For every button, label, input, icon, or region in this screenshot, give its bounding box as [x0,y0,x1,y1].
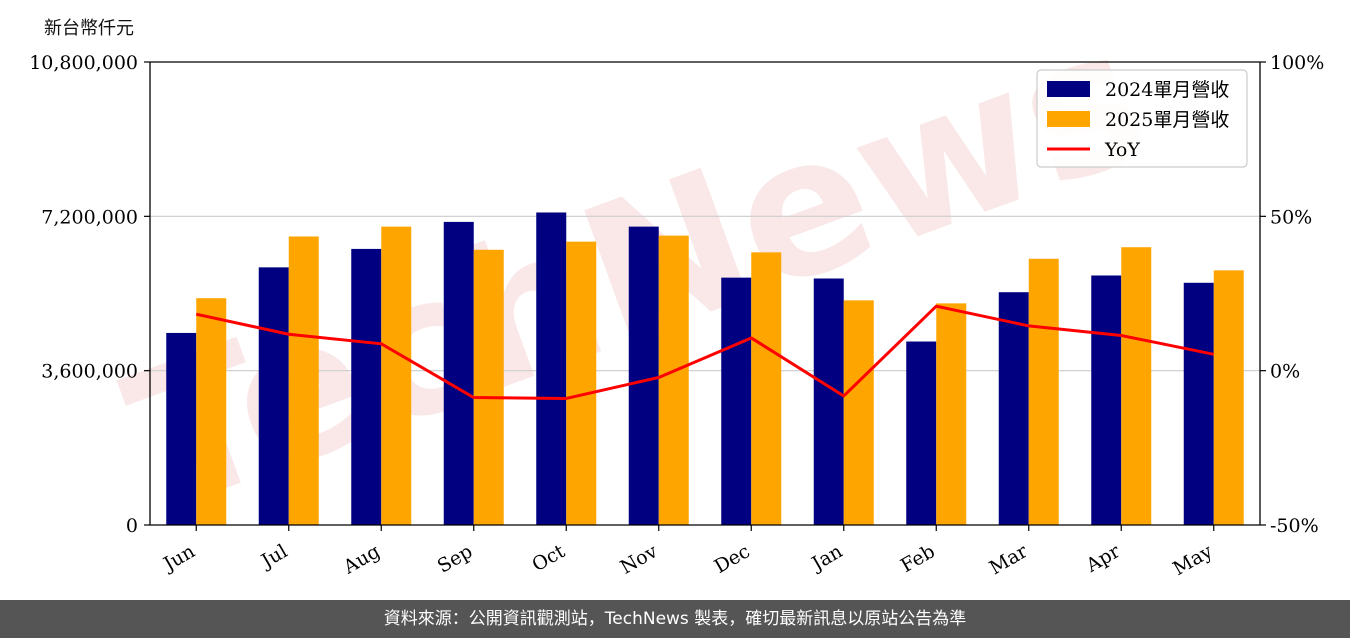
bar-2025-mar [1028,258,1059,525]
x-tick-label-oct: Oct [528,540,569,576]
bar-2024-jun [166,332,197,525]
legend-swatch-2025 [1047,111,1090,127]
legend: 2024單月營收 2025單月營收 YoY [1036,69,1248,168]
bar-2024-sep [443,221,474,525]
yoy-line-layer [195,304,1215,400]
bar-2024-oct [536,212,567,525]
bar-2025-jun [196,298,227,525]
bar-2024-jul [258,267,289,525]
x-tick-label-nov: Nov [617,540,662,579]
x-tick-label-mar: Mar [986,540,1032,579]
bar-2024-nov [628,226,659,525]
x-tick-label-aug: Aug [339,540,384,579]
legend-swatch-2024 [1047,81,1090,97]
left-tick-label: 0 [126,515,138,537]
bar-2025-apr [1121,247,1152,525]
x-tick-label-sep: Sep [434,540,477,577]
right-tick-label: 50% [1270,206,1312,228]
right-tick-label: 100% [1270,52,1324,74]
yoy-line [195,304,1215,400]
legend-label: 2025單月營收 [1105,109,1229,131]
bar-2024-dec [721,277,752,525]
bar-2025-oct [566,241,597,526]
left-tick-label: 3,600,000 [41,361,138,383]
bar-2024-mar [998,292,1029,525]
gridlines [150,215,1260,372]
x-tick-label-may: May [1169,540,1216,580]
x-tick-label-feb: Feb [897,540,939,577]
left-tick-label: 10,800,000 [29,52,138,74]
bar-2025-feb [936,303,967,525]
legend-label: 2024單月營收 [1105,79,1229,101]
left-tick-label: 7,200,000 [41,206,138,228]
x-tick-label-jul: Jul [256,540,291,573]
x-tick-label-jan: Jan [807,540,847,576]
bar-2025-jul [288,236,319,525]
bar-2024-apr [1091,275,1122,525]
y-axis-unit-label: 新台幣仟元 [44,18,134,39]
bar-2025-aug [381,226,412,525]
x-tick-label-apr: Apr [1082,540,1125,577]
bars [166,212,1244,526]
right-tick-label: 0% [1270,361,1300,383]
bar-2024-aug [351,248,382,526]
bar-2025-dec [751,252,782,525]
bar-2025-jan [843,300,874,525]
x-tick-label-dec: Dec [711,540,754,578]
bar-2024-feb [906,341,937,525]
bar-2025-may [1213,270,1244,525]
bar-2025-sep [473,249,504,525]
bar-2025-nov [658,235,689,525]
legend-label: YoY [1104,139,1140,161]
right-tick-label: -50% [1270,515,1319,537]
source-footer: 資料來源：公開資訊觀測站，TechNews 製表，確切最新訊息以原站公告為準 [0,600,1350,638]
bar-2024-may [1183,282,1214,525]
bar-2024-jan [813,278,844,525]
revenue-chart: TechNews 03,600,0007,200,00010,800,000-5… [29,0,1324,580]
